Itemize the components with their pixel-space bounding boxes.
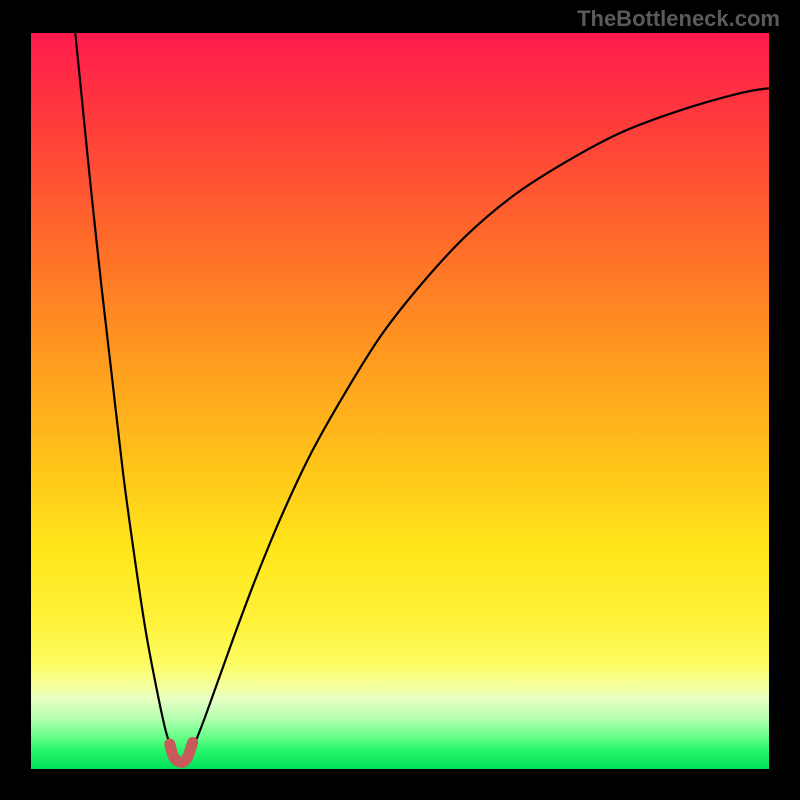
gradient-background (31, 33, 769, 769)
plot-svg (31, 33, 769, 769)
watermark-text: TheBottleneck.com (577, 6, 780, 32)
chart-canvas: TheBottleneck.com (0, 0, 800, 800)
plot-area (31, 33, 769, 769)
